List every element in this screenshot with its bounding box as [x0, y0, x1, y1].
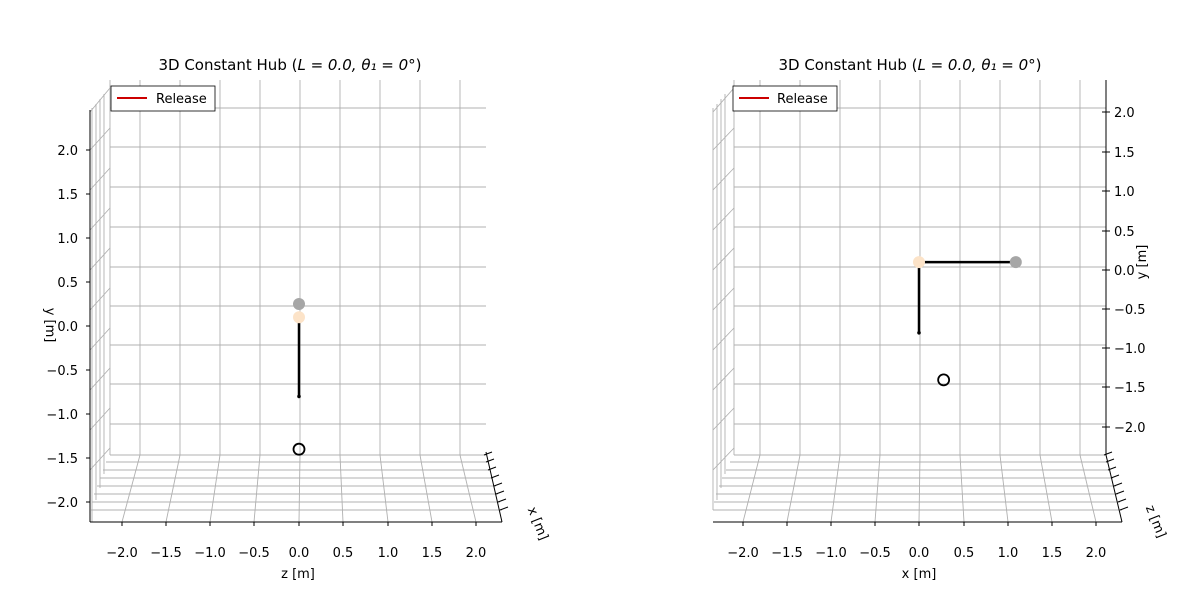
tick-label-h: 2.0 — [1086, 546, 1107, 561]
tick-label-v: −2.0 — [46, 496, 78, 511]
tick-label-h: −1.5 — [771, 546, 803, 561]
tick-label-v: −1.5 — [1114, 381, 1146, 396]
tick-label-v: 0.5 — [1114, 225, 1135, 240]
vertical-tick-labels: −2.0 −1.5 −1.0 −0.5 0.0 0.5 1.0 1.5 2.0 — [46, 144, 78, 511]
tick-label-h: 0.5 — [333, 546, 354, 561]
tick-label-h: 0.0 — [909, 546, 930, 561]
hub-point — [913, 256, 925, 269]
tip-point — [1009, 256, 1022, 269]
legend-label: Release — [156, 92, 207, 107]
tick-label-v: 1.5 — [1114, 146, 1135, 161]
tick-label-h: 1.5 — [1042, 546, 1063, 561]
tick-label-h: −1.5 — [150, 546, 182, 561]
plot-area — [292, 298, 306, 456]
horizontal-ticks — [742, 522, 1097, 526]
horizontal-ticks — [121, 522, 477, 526]
depth-ticks — [1103, 451, 1129, 511]
vertical-ticks — [1102, 111, 1110, 428]
tick-label-h: 1.0 — [378, 546, 399, 561]
tick-label-v: 0.5 — [57, 276, 78, 291]
tick-label-h: 1.5 — [422, 546, 443, 561]
depth-ticks — [483, 451, 509, 511]
x-axis-label: z [m] — [281, 567, 315, 582]
plot-area — [913, 256, 1022, 387]
tick-label-h: −1.0 — [815, 546, 847, 561]
pivot-point — [297, 394, 301, 399]
tick-label-v: −1.5 — [46, 452, 78, 467]
tick-label-v: −0.5 — [46, 364, 78, 379]
chart-right: 3D Constant Hub (L = 0.0, θ₁ = 0°) — [712, 56, 1169, 582]
floor-pane — [91, 454, 502, 523]
y-axis-label: y [m] — [1135, 245, 1150, 280]
tick-label-v: 1.5 — [57, 188, 78, 203]
legend: Release — [110, 85, 216, 112]
tick-label-h: −0.5 — [238, 546, 270, 561]
tick-label-v: −1.0 — [46, 408, 78, 423]
x-axis-label: x [m] — [902, 567, 937, 582]
side-pane — [89, 87, 111, 522]
horizontal-tick-labels: −2.0 −1.5 −1.0 −0.5 0.0 0.5 1.0 1.5 2.0 — [106, 546, 486, 561]
chart-title: 3D Constant Hub (L = 0.0, θ₁ = 0°) — [778, 56, 1041, 74]
tick-label-h: 0.0 — [289, 546, 310, 561]
tick-label-h: −2.0 — [727, 546, 759, 561]
tick-label-v: 2.0 — [57, 144, 78, 159]
tick-label-h: 1.0 — [998, 546, 1019, 561]
depth-axis-label: x [m] — [524, 505, 551, 543]
tick-label-v: −2.0 — [1114, 421, 1146, 436]
tick-label-v: −1.0 — [1114, 342, 1146, 357]
chart-title: 3D Constant Hub (L = 0.0, θ₁ = 0°) — [158, 56, 421, 74]
back-pane — [733, 80, 1106, 455]
legend-label: Release — [777, 92, 828, 107]
y-axis-label: y [m] — [42, 308, 57, 343]
horizontal-tick-labels: −2.0 −1.5 −1.0 −0.5 0.0 0.5 1.0 1.5 2.0 — [727, 546, 1106, 561]
vertical-tick-labels: −2.0 −1.5 −1.0 −0.5 0.0 0.5 1.0 1.5 2.0 — [1114, 106, 1146, 436]
tick-label-h: 2.0 — [466, 546, 487, 561]
tip-point — [293, 298, 305, 310]
pivot-point — [917, 331, 921, 335]
target-point — [292, 442, 306, 456]
hub-point — [293, 311, 305, 324]
tick-label-v: 2.0 — [1114, 106, 1135, 121]
tick-label-h: 0.5 — [954, 546, 975, 561]
tick-label-v: 1.0 — [57, 232, 78, 247]
target-point — [937, 373, 951, 387]
tick-label-v: 0.0 — [57, 320, 78, 335]
axis-lines — [89, 110, 503, 523]
tick-label-h: −1.0 — [194, 546, 226, 561]
depth-axis-label: z [m] — [1142, 503, 1169, 540]
tick-label-v: 0.0 — [1114, 264, 1135, 279]
vertical-ticks — [86, 149, 90, 503]
side-pane — [712, 87, 735, 510]
chart-left: 3D Constant Hub (L = 0.0, θ₁ = 0°) — [42, 56, 551, 582]
floor-pane — [713, 454, 1122, 523]
tick-label-v: 1.0 — [1114, 185, 1135, 200]
tick-label-h: −0.5 — [859, 546, 891, 561]
tick-label-h: −2.0 — [106, 546, 138, 561]
axis-lines — [713, 80, 1123, 523]
back-pane — [109, 80, 486, 455]
tick-label-v: −0.5 — [1114, 303, 1146, 318]
legend: Release — [732, 85, 838, 112]
